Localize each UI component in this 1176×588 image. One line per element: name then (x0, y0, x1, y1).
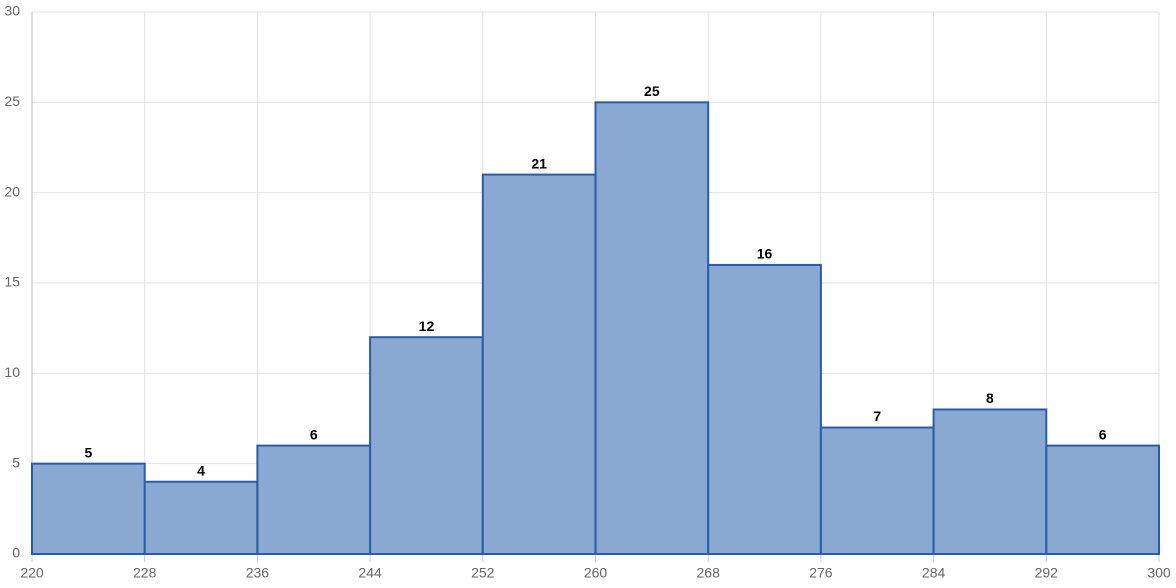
value-label: 8 (986, 390, 994, 406)
bar (1045, 444, 1161, 556)
x-tick-label: 276 (809, 565, 833, 581)
value-label: 4 (197, 462, 205, 478)
y-tick-label: 0 (12, 545, 20, 561)
value-label: 6 (1099, 426, 1107, 442)
bar (932, 408, 1048, 556)
x-tick-label: 236 (246, 565, 270, 581)
bar (594, 101, 710, 555)
value-label: 16 (757, 246, 773, 262)
x-tick-label: 228 (133, 565, 157, 581)
y-tick-label: 30 (4, 3, 20, 19)
value-label: 12 (419, 318, 435, 334)
value-label: 6 (310, 426, 318, 442)
bar (143, 480, 259, 556)
value-label: 7 (873, 408, 881, 424)
x-tick-label: 292 (1035, 565, 1059, 581)
bar (369, 336, 484, 556)
bar (31, 462, 146, 555)
x-tick-label: 260 (584, 565, 608, 581)
x-tick-label: 220 (20, 565, 44, 581)
bar (256, 444, 372, 556)
bar (707, 263, 822, 555)
x-tick-label: 244 (358, 565, 382, 581)
bar (481, 173, 597, 555)
value-label: 5 (84, 444, 92, 460)
y-tick-label: 15 (4, 274, 20, 290)
y-tick-label: 25 (4, 93, 20, 109)
y-tick-label: 20 (4, 183, 20, 199)
y-tick-label: 10 (4, 364, 20, 380)
x-tick-label: 268 (697, 565, 721, 581)
value-label: 21 (531, 155, 547, 171)
x-tick-label: 252 (471, 565, 495, 581)
x-tick-label: 284 (922, 565, 946, 581)
value-label: 25 (644, 83, 660, 99)
x-tick-label: 300 (1147, 565, 1171, 581)
y-tick-label: 5 (12, 454, 20, 470)
bar (819, 426, 935, 555)
